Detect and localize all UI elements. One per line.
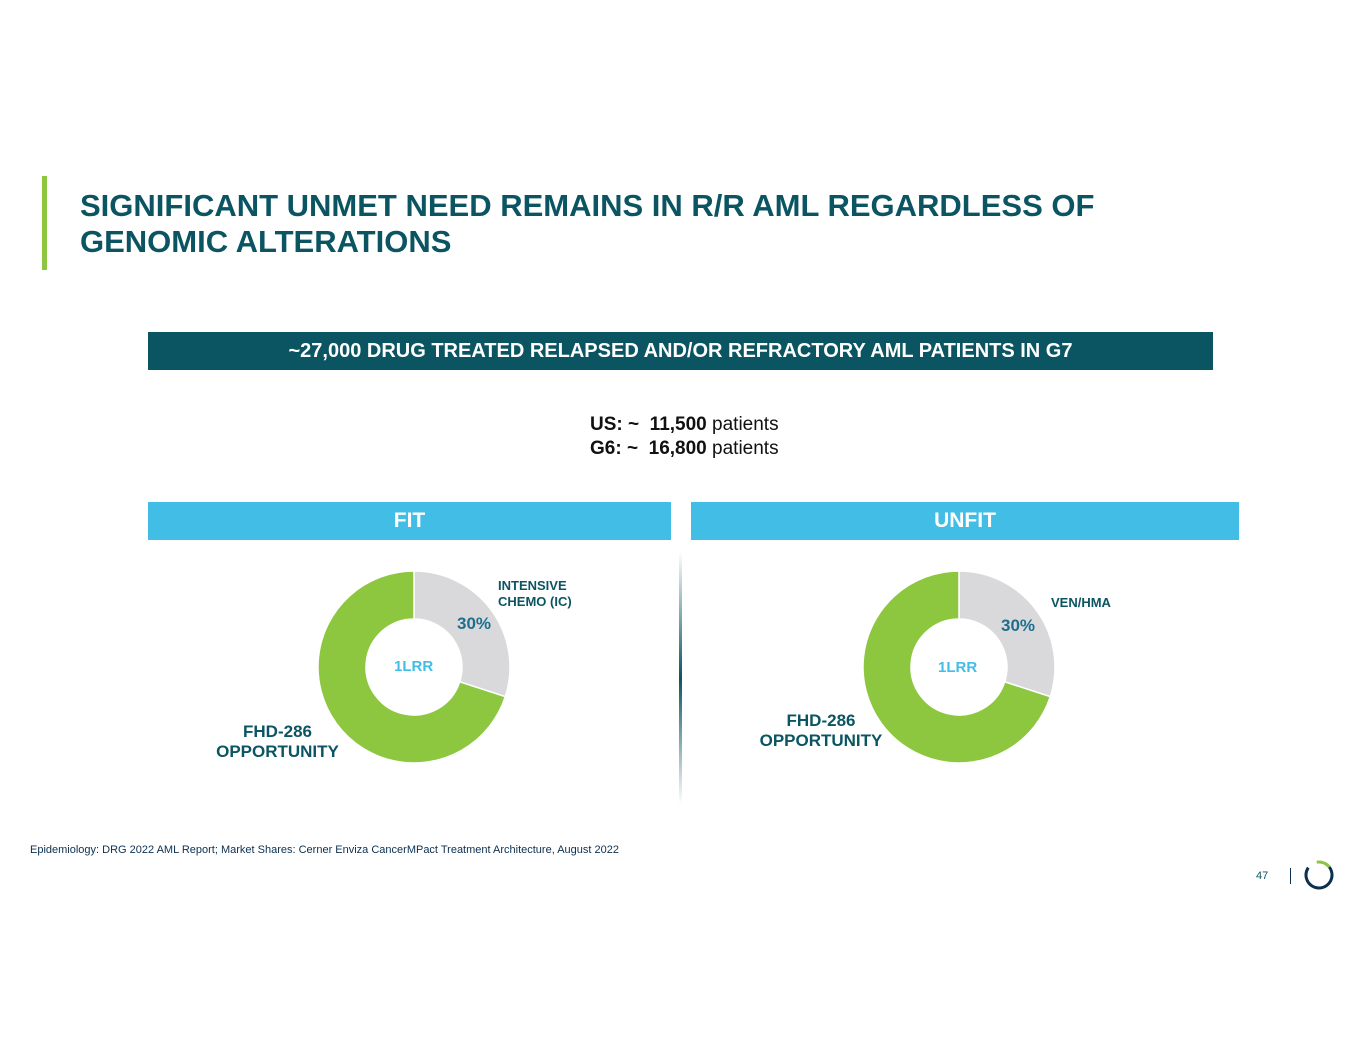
section-divider: [679, 552, 682, 804]
page-number: 47: [1256, 870, 1269, 882]
source-footnote: Epidemiology: DRG 2022 AML Report; Marke…: [30, 844, 619, 856]
donut-slice-current-treatment: [958, 570, 1056, 698]
donut-slice-opportunity: [862, 570, 1052, 764]
title-line-1: SIGNIFICANT UNMET NEED REMAINS IN R/R AM…: [80, 188, 1095, 223]
stat-g6-value: 16,800: [648, 438, 707, 459]
unfit-segment-label: VEN/HMA: [1051, 595, 1111, 610]
stat-row-g6: G6: ~ 16,800 patients: [590, 437, 779, 461]
fit-segment-label-line-1: INTENSIVE: [498, 578, 567, 593]
unfit-center-label: 1LRR: [938, 659, 978, 676]
fit-opportunity-label: FHD-286 OPPORTUNITY: [205, 722, 350, 762]
unfit-header: UNFIT: [691, 502, 1239, 540]
stat-us-value: 11,500: [649, 414, 707, 435]
page-title: SIGNIFICANT UNMET NEED REMAINS IN R/R AM…: [80, 188, 1280, 260]
unfit-opp-line-1: FHD-286: [786, 711, 856, 730]
fit-donut-chart: [317, 570, 511, 764]
stat-g6-unit: patients: [712, 438, 779, 459]
fit-pct-label: 30%: [457, 614, 492, 633]
fit-opp-line-1: FHD-286: [243, 722, 312, 741]
stat-row-us: US: ~ 11,500 patients: [590, 413, 779, 437]
fit-segment-label: INTENSIVE CHEMO (IC): [498, 578, 572, 610]
fit-opp-line-2: OPPORTUNITY: [216, 742, 339, 761]
title-accent-bar: [42, 176, 47, 270]
unfit-pct-label: 30%: [1001, 616, 1036, 635]
stat-us-label: US: ~: [590, 414, 640, 435]
unfit-opportunity-label: FHD-286 OPPORTUNITY: [750, 711, 892, 751]
unfit-donut-chart: [862, 570, 1056, 764]
company-logo-icon: [1304, 860, 1334, 890]
unfit-opp-line-2: OPPORTUNITY: [759, 731, 883, 750]
title-line-2: GENOMIC ALTERATIONS: [80, 224, 452, 259]
patient-stats: US: ~ 11,500 patients G6: ~ 16,800 patie…: [590, 413, 779, 461]
fit-header: FIT: [148, 502, 671, 540]
stat-g6-label: G6: ~: [590, 438, 639, 459]
stat-us-unit: patients: [712, 414, 779, 435]
page-separator: [1290, 868, 1291, 884]
donut-slice-current-treatment: [413, 570, 511, 698]
patients-banner: ~27,000 DRUG TREATED RELAPSED AND/OR REF…: [148, 332, 1213, 370]
fit-center-label: 1LRR: [394, 658, 434, 675]
fit-segment-label-line-2: CHEMO (IC): [498, 594, 572, 609]
donut-slice-opportunity: [317, 570, 507, 764]
